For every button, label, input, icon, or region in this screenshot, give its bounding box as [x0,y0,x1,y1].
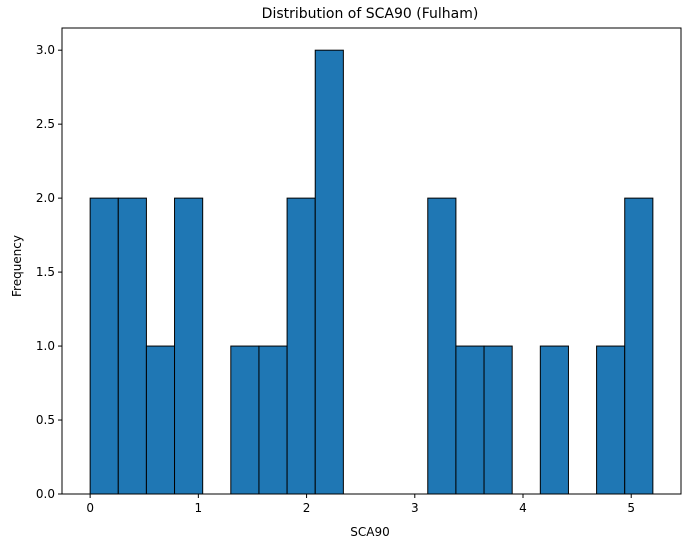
y-tick-label: 2.0 [36,191,55,205]
histogram-bar-14 [483,345,513,495]
x-tick-label: 2 [303,501,311,515]
y-tick-label: 0.5 [36,413,55,427]
histogram-bar-6 [258,345,288,495]
histogram-bar-18 [596,345,626,495]
y-tick-label: 1.0 [36,339,55,353]
y-axis-label: Frequency [10,235,24,297]
histogram-bar-13 [455,345,485,495]
x-tick-label: 4 [519,501,527,515]
histogram-bar-5 [230,345,260,495]
x-axis-label: SCA90 [350,525,389,539]
histogram-bar-12 [427,197,457,495]
y-tick-label: 0.0 [36,487,55,501]
histogram-bar-1 [117,197,147,495]
histogram-bar-19 [624,197,654,495]
x-tick-label: 3 [411,501,419,515]
histogram-bar-16 [539,345,569,495]
histogram-bar-2 [145,345,176,495]
chart-title: Distribution of SCA90 (Fulham) [262,6,479,22]
y-tick-label: 3.0 [36,43,55,57]
histogram-bar-3 [174,197,204,495]
x-tick-label: 5 [627,501,635,515]
plot-area-frame [61,27,682,495]
y-axis-ticks: 0.0 0.5 1.0 1.5 2.0 2.5 3.0 [36,43,62,501]
histogram-bar-7 [286,197,316,495]
x-axis-ticks: 0 1 2 3 4 5 [86,494,635,515]
bars-layer [89,49,654,495]
y-tick-label: 1.5 [36,265,55,279]
y-tick-label: 2.5 [36,117,55,131]
histogram-bar-8 [314,49,344,495]
x-tick-label: 1 [195,501,203,515]
x-tick-label: 0 [86,501,94,515]
histogram-bar-0 [89,197,119,495]
